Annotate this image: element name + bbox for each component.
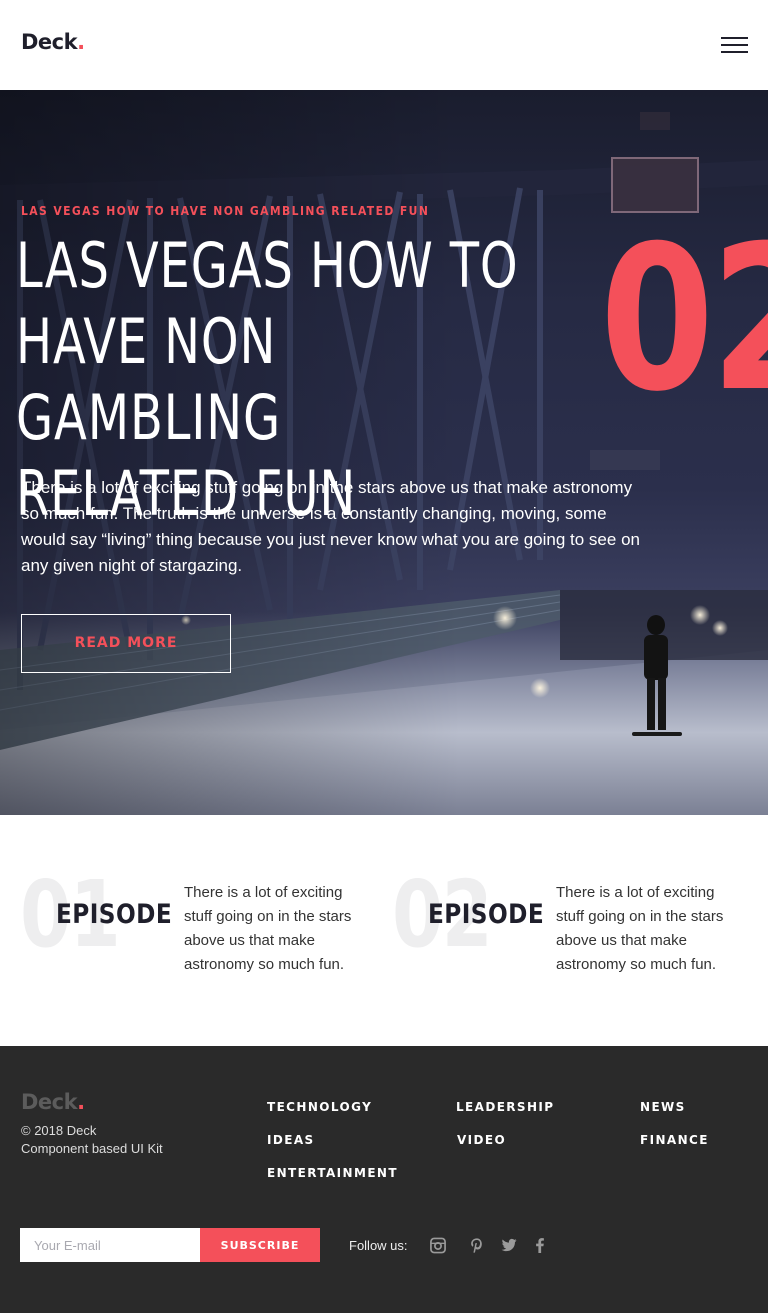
subscribe-button[interactable]: SUBSCRIBE <box>200 1228 320 1262</box>
read-more-button[interactable]: READ MORE <box>21 614 231 673</box>
hero-description: There is a lot of exciting stuff going o… <box>21 478 640 575</box>
instagram-icon[interactable] <box>429 1237 447 1254</box>
menu-bar <box>721 44 748 46</box>
email-input[interactable] <box>20 1228 200 1262</box>
site-footer: Deck. © 2018 Deck Component based UI Kit… <box>0 1046 768 1313</box>
hamburger-icon[interactable] <box>721 36 748 54</box>
episode-label: EPISODE <box>56 899 173 930</box>
episode-label: EPISODE <box>428 899 545 930</box>
twitter-icon[interactable] <box>500 1237 518 1254</box>
episodes-section: 01 EPISODE There is a lot of exciting st… <box>0 815 768 1046</box>
hero-section: LAS VEGAS HOW TO HAVE NON GAMBLING RELAT… <box>0 90 768 815</box>
footer-logo-text: Deck <box>21 1090 78 1114</box>
menu-bar <box>721 51 748 53</box>
footer-link-ideas[interactable]: IDEAS <box>267 1133 315 1147</box>
logo[interactable]: Deck. <box>21 30 85 54</box>
footer-link-finance[interactable]: FINANCE <box>640 1133 709 1147</box>
footer-link-video[interactable]: VIDEO <box>457 1133 507 1147</box>
footer-link-entertainment[interactable]: ENTERTAINMENT <box>267 1166 398 1180</box>
footer-link-technology[interactable]: TECHNOLOGY <box>267 1100 373 1114</box>
copyright-text: © 2018 Deck <box>21 1123 97 1138</box>
pinterest-icon[interactable] <box>468 1237 486 1254</box>
hero-title-line: RELATED FUN <box>16 457 357 530</box>
hero-title-line: LAS VEGAS HOW TO <box>16 229 519 302</box>
footer-copyright: © 2018 Deck Component based UI Kit <box>21 1122 221 1158</box>
episode-card[interactable]: 02 EPISODE There is a lot of exciting st… <box>392 865 764 975</box>
episode-text: There is a lot of exciting stuff going o… <box>556 884 724 973</box>
episode-number: 01 <box>20 861 121 968</box>
hero-title-line: HAVE NON GAMBLING <box>16 305 282 454</box>
hero-title: LAS VEGAS HOW TO HAVE NON GAMBLING RELAT… <box>16 228 532 532</box>
logo-dot: . <box>77 30 85 54</box>
hero-eyebrow: LAS VEGAS HOW TO HAVE NON GAMBLING RELAT… <box>21 204 430 218</box>
footer-link-leadership[interactable]: LEADERSHIP <box>456 1100 555 1114</box>
episode-card[interactable]: 01 EPISODE There is a lot of exciting st… <box>20 865 392 975</box>
footer-logo-dot: . <box>77 1090 85 1114</box>
facebook-icon[interactable] <box>531 1237 549 1254</box>
follow-us-label: Follow us: <box>349 1238 408 1253</box>
logo-text: Deck <box>21 30 78 54</box>
tagline-text: Component based UI Kit <box>21 1141 163 1156</box>
episode-number: 02 <box>392 861 493 968</box>
episode-text: There is a lot of exciting stuff going o… <box>184 884 352 973</box>
hero-background-image <box>0 90 768 815</box>
hero-number: 02 <box>600 203 768 436</box>
footer-logo[interactable]: Deck. <box>21 1090 85 1114</box>
footer-link-news[interactable]: NEWS <box>640 1100 686 1114</box>
menu-bar <box>721 37 748 39</box>
site-header: Deck. <box>0 0 768 90</box>
